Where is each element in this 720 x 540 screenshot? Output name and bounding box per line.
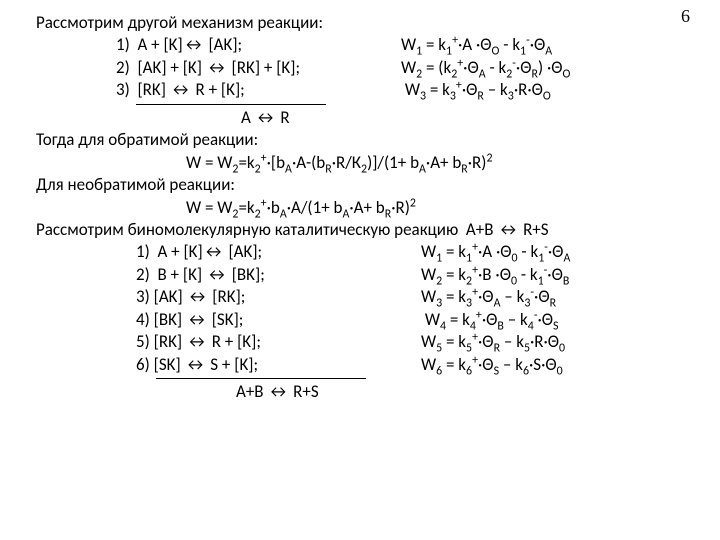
page-number: 6	[681, 6, 690, 27]
mech1-row: 3) [RK] ↔ R + [K]; W3 = k3+·ΘR – k3·R·ΘO	[36, 79, 692, 101]
mech2-row: 2) B + [K] ↔ [BK]; W2 = k2+·B ·Θ0 - k1-·…	[36, 264, 692, 286]
then-reversible: Тогда для обратимой реакции:	[36, 129, 692, 151]
summary-ar: A ↔ R	[36, 107, 692, 129]
w-reversible: W = W2=k2+·[bA·A-(bR·R/К2)]/(1+ bA·A+ bR…	[36, 152, 692, 174]
mech1-row: 2) [AK] + [K] ↔ [RK] + [K]; W2 = (k2+·ΘA…	[36, 57, 692, 79]
mech2-row: 6) [SK] ↔ S + [K]; W6 = k6+·ΘS – k6·S·Θ0	[36, 354, 692, 376]
mech2-row: 4) [BK] ↔ [SK]; W4 = k4+·ΘB – k4-·ΘS	[36, 309, 692, 331]
for-irreversible: Для необратимой реакции:	[36, 174, 692, 196]
intro-line: Рассмотрим другой механизм реакции:	[36, 12, 692, 34]
bimolecular-intro: Рассмотрим биномолекулярную каталитическ…	[36, 219, 692, 241]
w-irreversible: W = W2=k2+·bA·A/(1+ bA·A+ bR·R)2	[36, 197, 692, 219]
rule-1	[136, 104, 326, 105]
rule-2	[156, 378, 366, 379]
summary-ab: A+B ↔ R+S	[36, 381, 692, 403]
mech2-row: 5) [RK] ↔ R + [K]; W5 = k5+·ΘR – k5·R·Θ0	[36, 331, 692, 353]
mech2-row: 3) [AK] ↔ [RK]; W3 = k3+·ΘA – k3-·ΘR	[36, 286, 692, 308]
mech1-row: 1) A + [K]↔ [AK]; W1 = k1+·A ·ΘO - k1-·Θ…	[36, 34, 692, 56]
mech2-row: 1) A + [K]↔ [AK]; W1 = k1+·A ·Θ0 - k1-·Θ…	[36, 241, 692, 263]
